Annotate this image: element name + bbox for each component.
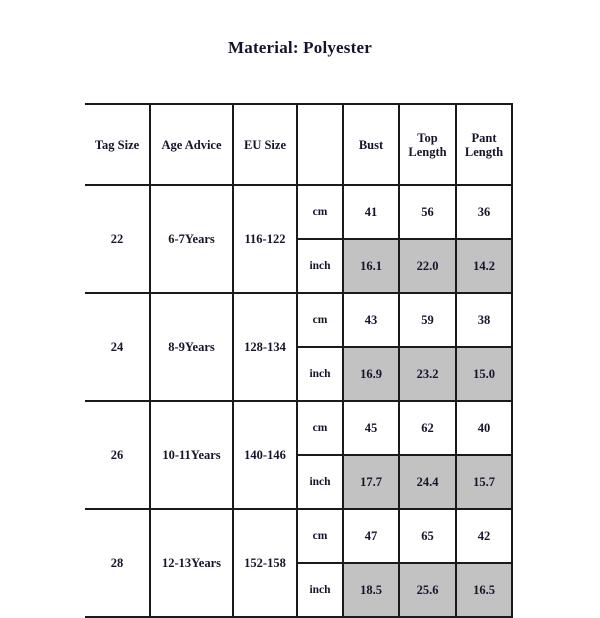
cell-top-length-cm: 59 bbox=[398, 292, 457, 348]
cell-pant-length-cm: 42 bbox=[455, 508, 513, 564]
size-chart-document: Material: Polyester Tag Size Age Advice … bbox=[85, 38, 513, 618]
cell-unit-cm: cm bbox=[296, 292, 344, 348]
cell-top-length-inch: 23.2 bbox=[398, 346, 457, 402]
cell-bust-cm: 45 bbox=[342, 400, 400, 456]
cell-age-advice: 12-13Years bbox=[149, 508, 234, 618]
cell-eu-size: 140-146 bbox=[232, 400, 298, 510]
table-row: 24 8-9Years 128-134 cm 43 59 38 bbox=[85, 292, 513, 402]
cell-top-length-inch: 25.6 bbox=[398, 562, 457, 618]
cell-top-length-cm: 62 bbox=[398, 400, 457, 456]
page-title: Material: Polyester bbox=[228, 38, 372, 57]
cell-bust-inch: 18.5 bbox=[342, 562, 400, 618]
table-row: inch 17.7 24.4 15.7 bbox=[85, 454, 513, 510]
cell-unit-inch: inch bbox=[296, 346, 344, 402]
cell-age-advice: 10-11Years bbox=[149, 400, 234, 510]
cell-unit-cm: cm bbox=[296, 508, 344, 564]
cell-unit-inch: inch bbox=[296, 562, 344, 618]
cell-unit-cm: cm bbox=[296, 400, 344, 456]
cell-top-length-cm: 65 bbox=[398, 508, 457, 564]
cell-pant-length-inch: 15.7 bbox=[455, 454, 513, 510]
header-unit bbox=[296, 103, 344, 186]
cell-eu-size: 116-122 bbox=[232, 184, 298, 294]
cell-bust-inch: 16.9 bbox=[342, 346, 400, 402]
cell-tag-size: 26 bbox=[85, 400, 151, 510]
header-pant-length-line1: Pant bbox=[471, 130, 497, 145]
size-chart-table-container: Tag Size Age Advice EU Size Bust Top Len… bbox=[85, 103, 513, 618]
cell-eu-size: 128-134 bbox=[232, 292, 298, 402]
cell-top-length-inch: 22.0 bbox=[398, 238, 457, 294]
header-eu-size: EU Size bbox=[232, 103, 298, 186]
header-top-length-line2: Length bbox=[408, 144, 447, 159]
table-row: 28 12-13Years 152-158 cm 47 65 42 bbox=[85, 508, 513, 618]
table-row: inch 16.9 23.2 15.0 bbox=[85, 346, 513, 402]
header-tag-size: Tag Size bbox=[85, 103, 151, 186]
cell-top-length-inch: 24.4 bbox=[398, 454, 457, 510]
cell-pant-length-cm: 38 bbox=[455, 292, 513, 348]
cell-bust-cm: 47 bbox=[342, 508, 400, 564]
table-row: 22 6-7Years 116-122 cm 41 56 36 bbox=[85, 184, 513, 294]
cell-unit-inch: inch bbox=[296, 454, 344, 510]
header-row: Tag Size Age Advice EU Size Bust Top Len… bbox=[85, 103, 513, 186]
cell-pant-length-inch: 14.2 bbox=[455, 238, 513, 294]
cell-pant-length-inch: 16.5 bbox=[455, 562, 513, 618]
table-body: 22 6-7Years 116-122 cm 41 56 36 inch 16.… bbox=[85, 184, 513, 618]
cell-bust-inch: 17.7 bbox=[342, 454, 400, 510]
cell-bust-inch: 16.1 bbox=[342, 238, 400, 294]
table-row: 26 10-11Years 140-146 cm 45 62 40 bbox=[85, 400, 513, 510]
cell-pant-length-inch: 15.0 bbox=[455, 346, 513, 402]
table-header: Tag Size Age Advice EU Size Bust Top Len… bbox=[85, 103, 513, 186]
cell-bust-cm: 41 bbox=[342, 184, 400, 240]
header-top-length: Top Length bbox=[398, 103, 457, 186]
cell-bust-cm: 43 bbox=[342, 292, 400, 348]
cell-unit-cm: cm bbox=[296, 184, 344, 240]
header-top-length-line1: Top bbox=[417, 130, 438, 145]
cell-eu-size: 152-158 bbox=[232, 508, 298, 618]
table-row: inch 16.1 22.0 14.2 bbox=[85, 238, 513, 294]
header-pant-length: Pant Length bbox=[455, 103, 513, 186]
cell-tag-size: 24 bbox=[85, 292, 151, 402]
cell-unit-inch: inch bbox=[296, 238, 344, 294]
cell-tag-size: 28 bbox=[85, 508, 151, 618]
header-bust: Bust bbox=[342, 103, 400, 186]
cell-tag-size: 22 bbox=[85, 184, 151, 294]
cell-age-advice: 6-7Years bbox=[149, 184, 234, 294]
cell-pant-length-cm: 40 bbox=[455, 400, 513, 456]
cell-pant-length-cm: 36 bbox=[455, 184, 513, 240]
header-age-advice: Age Advice bbox=[149, 103, 234, 186]
size-chart-table: Tag Size Age Advice EU Size Bust Top Len… bbox=[85, 103, 513, 618]
cell-top-length-cm: 56 bbox=[398, 184, 457, 240]
header-pant-length-line2: Length bbox=[464, 144, 504, 159]
cell-age-advice: 8-9Years bbox=[149, 292, 234, 402]
